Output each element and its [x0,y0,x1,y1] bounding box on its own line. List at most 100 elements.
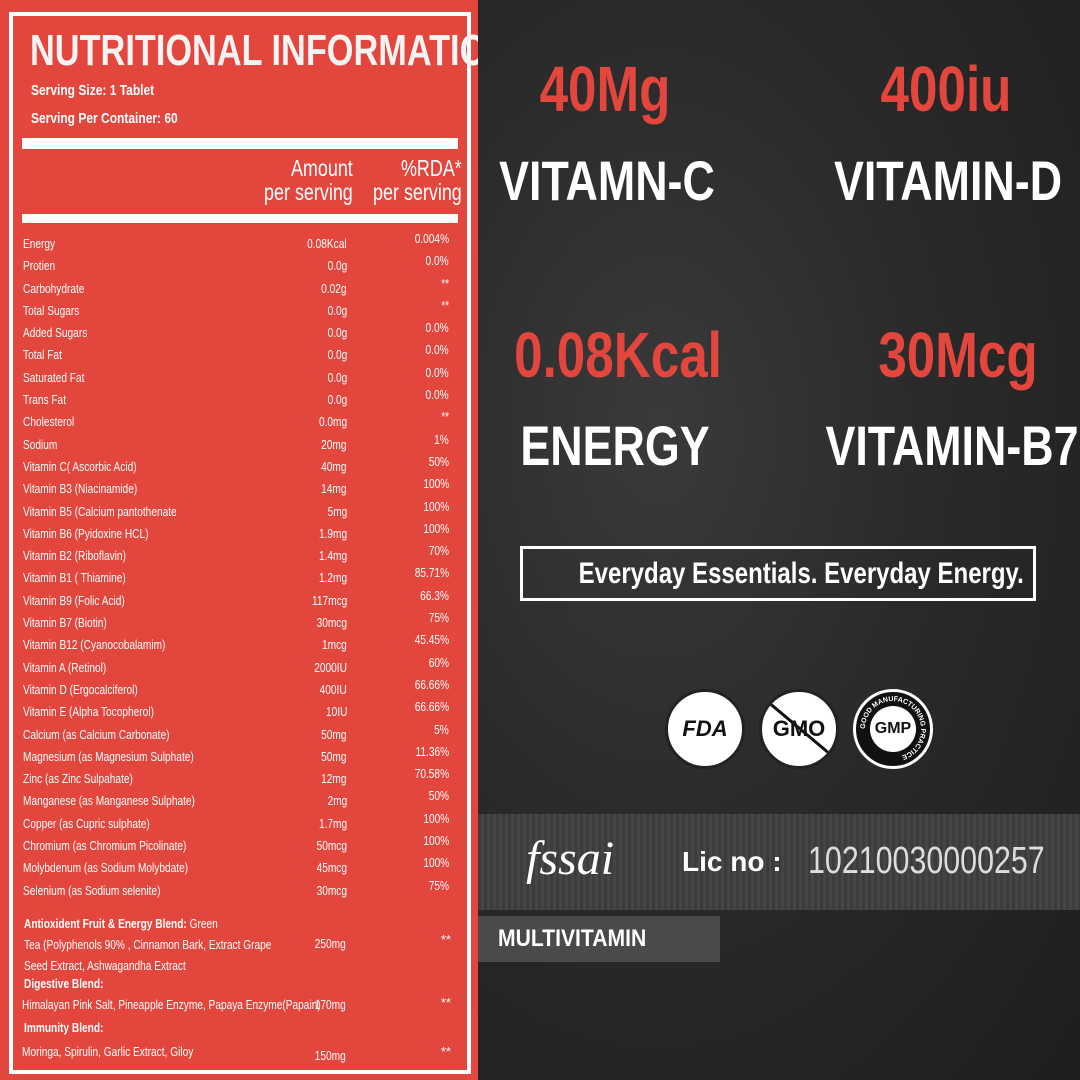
blend-immunity-ingredients: Moringa, Spirulin, Garlic Extract, Giloy [22,1044,194,1059]
nutrient-name: Magnesium (as Magnesium Sulphate) [23,748,194,764]
nutrient-rda: 0.0% [425,387,449,403]
nutrient-name: Protien [23,258,56,274]
panel-border [9,12,471,1074]
nutrient-amount: 40mg [321,458,347,474]
nutrient-amount: 20mg [321,436,347,452]
blend-antioxidant-rda: ** [440,932,451,947]
nutrient-row: Calcium (as Calcium Carbonate) 50mg 5% [23,721,453,746]
nutrient-name: Copper (as Cupric sulphate) [23,815,150,831]
nutrient-amount: 1.4mg [318,548,347,564]
nutrient-row: Vitamin D (Ergocalciferol) 400IU 66.66% [23,677,453,701]
nutrient-rda: 11.36% [415,743,449,759]
blend-antioxidant-line3: Seed Extract, Ashwagandha Extract [24,958,186,973]
nutrient-row: Vitamin B1 ( Thiamine) 1.2mg 85.71% [23,565,453,589]
nutrient-row: Vitamin A (Retinol) 2000IU 60% [23,654,453,679]
blend-digestive-ingredients: Himalayan Pink Salt, Pineapple Enzyme, P… [22,997,321,1012]
nutrient-amount: 1.7mg [318,815,347,831]
nutrient-name: Vitamin D (Ergocalciferol) [23,681,138,697]
nutrient-name: Sodium [23,436,58,452]
nutrient-rda: 100% [423,520,449,536]
nutrient-name: Vitamin E (Alpha Tocopherol) [23,704,154,720]
nutrient-amount: 45mcg [316,860,347,876]
blend-antioxidant-amount: 250mg [314,936,346,951]
nutrient-rda: 100% [423,476,449,492]
nutrient-rda: 45.45% [414,632,449,648]
nutrient-name: Trans Fat [23,392,67,408]
nutrient-rda: ** [441,297,449,313]
nutrient-amount: 1.2mg [318,570,347,586]
nutrient-name: Cholesterol [23,414,75,430]
nutrient-amount: 30mcg [316,882,347,898]
nutrient-rda: 75% [428,610,449,626]
nutrient-name: Zinc (as Zinc Sulpahate) [23,771,133,787]
nutrition-panel: NUTRITIONAL INFORMATION Serving Size: 1 … [0,0,511,1080]
nutrient-row: Molybdenum (as Sodium Molybdate) 45mcg 100… [23,855,453,879]
blend-antioxidant: Antioxident Fruit & Energy Blend: Green [24,916,218,931]
nutrient-name: Added Sugars [23,325,88,341]
nutrient-amount: 0.0g [327,369,347,385]
nutrient-amount: 1.9mg [318,525,347,541]
nutrient-rda: ** [441,409,449,425]
tagline-box: Everyday Essentials. Everyday Energy. [520,546,1036,601]
servings-per-container: Serving Per Container: 60 [31,110,178,127]
nutrient-rda: ** [441,275,449,291]
nutrient-row: Zinc (as Zinc Sulpahate) 12mg 70.58% [23,766,453,790]
nutrient-amount: 117mcg [311,592,347,608]
nutrient-amount: 0.08Kcal [307,236,347,251]
nutrient-rda: 5% [434,721,449,737]
nutrient-row: Magnesium (as Magnesium Sulphate) 50mg 11.… [23,743,453,768]
nutrient-row: Trans Fat 0.0g 0.0% [23,387,453,411]
nutrient-row: Copper (as Cupric sulphate) 1.7mg 100% [23,811,453,835]
nutrient-amount: 2mg [327,793,347,809]
nutrient-name: Molybdenum (as Sodium Molybdate) [23,860,189,876]
nutrient-row: Protien 0.0g 0.0% [23,253,453,277]
nutrient-rda: 70% [428,543,449,559]
nutrient-amount: 2000IU [314,659,347,675]
license-label: Lic no : [682,846,782,877]
tagline: Everyday Essentials. Everyday Energy. [578,557,1024,590]
nutrient-amount: 400IU [319,681,347,697]
nutrient-name: Calcium (as Calcium Carbonate) [23,726,170,742]
nutrient-name: Manganese (as Manganese Sulphate) [23,793,195,809]
blend-immunity-rda: ** [440,1044,451,1059]
license-number: 10210030000257 [808,840,1045,882]
nutrient-amount: 0.0g [327,302,347,318]
nutrient-name: Vitamin B9 (Folic Acid) [23,592,125,608]
vitamin-b7-value: 30Mcg [878,319,1038,391]
product-type-label: MULTIVITAMIN [478,916,720,962]
nutrient-rda: 60% [428,654,449,670]
nutrient-name: Vitamin B1 ( Thiamine) [23,570,126,586]
nutrient-amount: 0.0g [327,325,347,341]
nutrient-row: Vitamin B5 (Calcium pantothenate 5mg 100% [23,498,453,523]
nutrient-amount: 0.0g [327,258,347,274]
nutrient-rda: 100% [423,498,449,514]
nutrient-name: Vitamin C( Ascorbic Acid) [23,458,137,474]
nutrient-row: Vitamin B12 (Cyanocobalamim) 1mcg 45.45% [23,632,453,656]
blend-antioxidant-line2: Tea (Polyphenols 90% , Cinnamon Bark, Ex… [24,937,272,952]
energy-label: ENERGY [520,414,710,477]
nutrient-rda: 0.0% [425,342,449,358]
nutrient-name: Vitamin B2 (Riboflavin) [23,548,126,564]
nutrient-name: Selenium (as Sodium selenite) [23,882,161,898]
nutrient-row: Energy 0.08Kcal 0.004% [23,231,453,255]
blend-digestive-rda: ** [440,995,451,1010]
nutrient-row: Chromium (as Chromium Picolinate) 50mcg 10… [23,833,453,857]
nutrient-rda: 70.58% [414,766,449,782]
blend-digestive-amount: 170mg [314,997,346,1012]
divider-thick [22,138,458,149]
vitamin-c-label: VITAMN-C [499,149,715,212]
nutrient-name: Chromium (as Chromium Picolinate) [23,838,187,854]
nutrient-row: Added Sugars 0.0g 0.0% [23,320,453,344]
nutrient-rda: 66.3% [420,587,449,603]
nutrient-table: Energy 0.08Kcal 0.004% Protien 0.0g 0.0% Carbo… [23,231,453,902]
nutrient-amount: 12mg [321,771,347,787]
nutrient-name: Vitamin B6 (Pyidoxine HCL) [23,525,149,541]
nutrient-name: Vitamin A (Retinol) [23,659,107,675]
amount-header: Amount per serving [264,155,353,205]
nutrient-amount: 50mg [321,748,347,764]
nutrient-row: Total Sugars 0.0g ** [23,297,453,322]
nutrient-rda: 50% [428,453,449,469]
gmo-free-badge-icon: GMO [759,689,839,769]
energy-value: 0.08Kcal [514,319,722,391]
nutrient-amount: 50mg [321,726,347,742]
